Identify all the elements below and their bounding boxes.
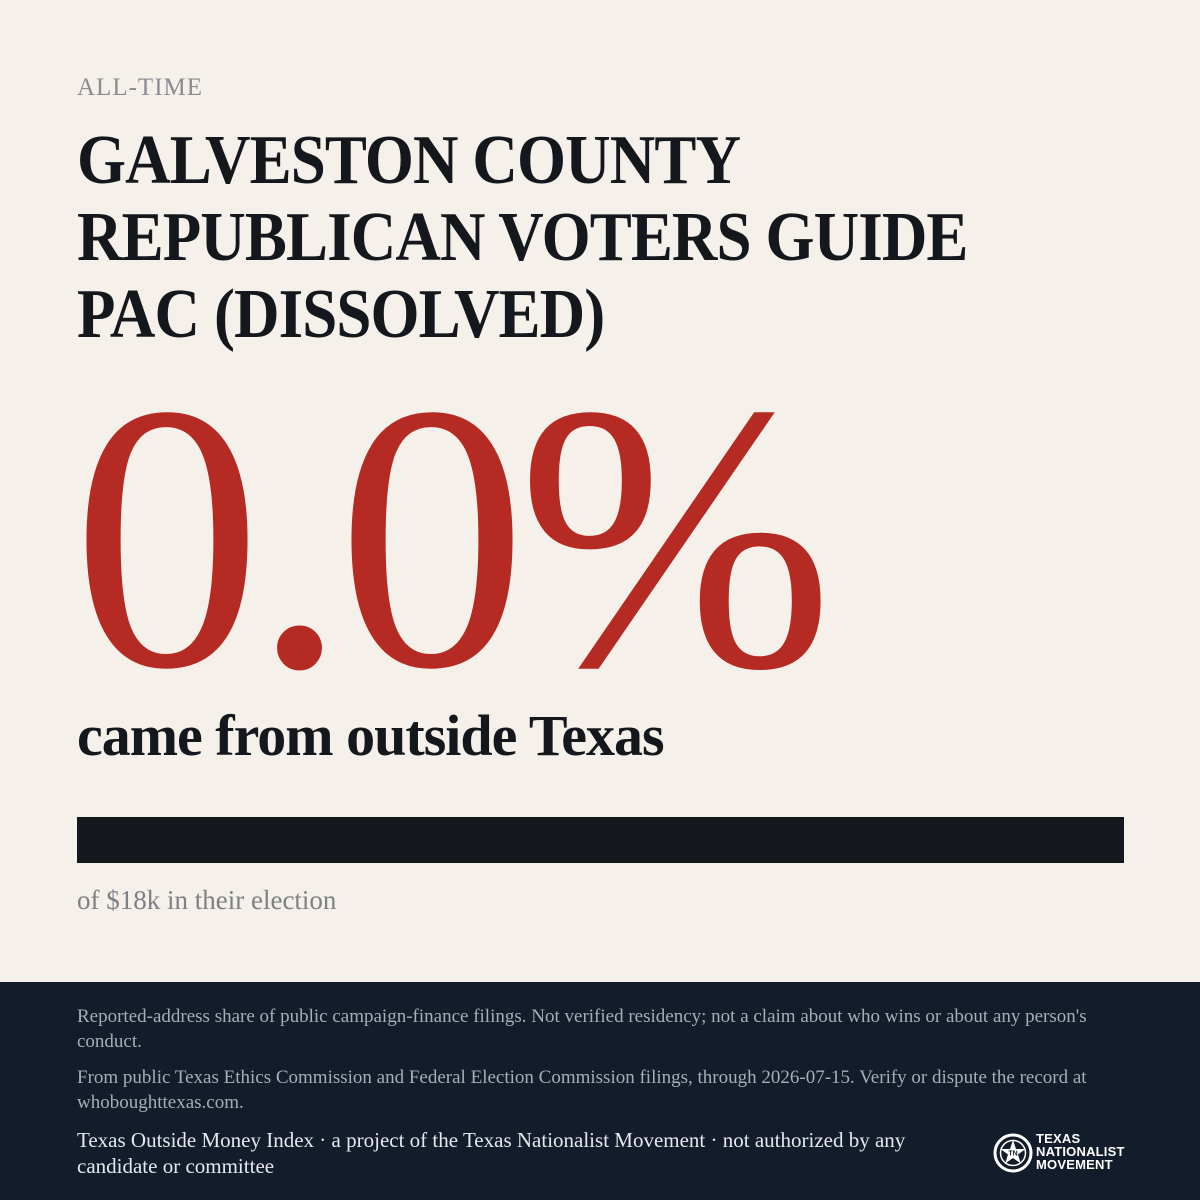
footer: Reported-address share of public campaig…: [0, 982, 1200, 1200]
committee-name: GALVESTON COUNTY REPUBLICAN VOTERS GUIDE…: [77, 122, 968, 353]
svg-text:TN: TN: [1008, 1151, 1017, 1158]
project-credit: Texas Outside Money Index · a project of…: [77, 1128, 906, 1178]
stat-card: ALL-TIME GALVESTON COUNTY REPUBLICAN VOT…: [72, 74, 1124, 915]
share-bar: [77, 817, 1124, 863]
methodology-disclaimer: Reported-address share of public campaig…: [77, 1006, 1087, 1052]
total-raised-caption: of $18k in their election: [77, 885, 337, 915]
period-label: ALL-TIME: [77, 74, 204, 101]
outside-share-value: 0.0%: [72, 327, 834, 748]
tnm-star-seal-icon: TN: [993, 1133, 1033, 1173]
outside-share-caption: came from outside Texas: [77, 703, 665, 768]
tnm-logo-text: TEXAS NATIONALIST MOVEMENT: [1036, 1131, 1125, 1172]
source-disclaimer: From public Texas Ethics Commission and …: [77, 1067, 1087, 1113]
tnm-logo: TN TEXAS NATIONALIST MOVEMENT: [992, 1130, 1127, 1178]
